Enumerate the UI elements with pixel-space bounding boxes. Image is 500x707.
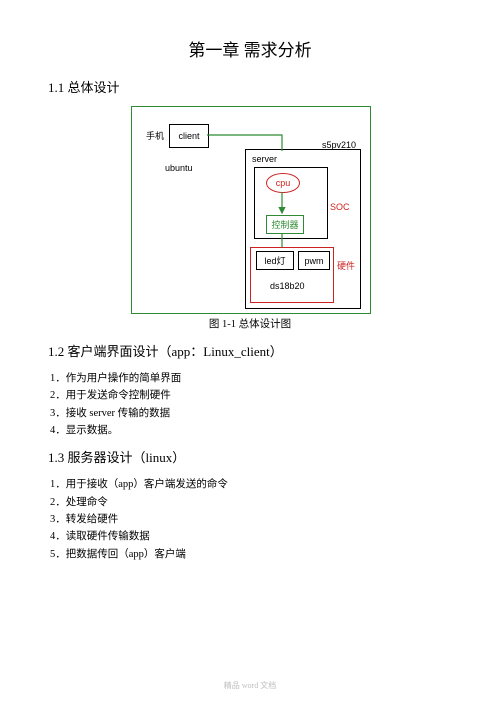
section-3-list: 1．用于接收（app）客户端发送的命令 2．处理命令 3．转发给硬件 4．读取硬… [48, 476, 452, 563]
diagram: 手机 ubuntu s5pv210 SOC 硬件 client server c… [131, 106, 369, 314]
chapter-title: 第一章 需求分析 [48, 36, 452, 61]
footer-watermark: 精品 word 文档 [0, 680, 500, 691]
section-2-list: 1．作为用户操作的简单界面 2．用于发送命令控制硬件 3．接收 server 传… [48, 370, 452, 439]
page: 第一章 需求分析 1.1 总体设计 手机 ubuntu s5pv210 SOC … [0, 0, 500, 707]
list-item: 3．接收 server 传输的数据 [50, 405, 452, 422]
list-item: 2．处理命令 [50, 494, 452, 511]
node-cpu: cpu [266, 173, 300, 193]
diagram-caption: 图 1-1 总体设计图 [48, 316, 452, 331]
list-item: 4．显示数据。 [50, 422, 452, 439]
node-pwm: pwm [298, 251, 330, 270]
label-phone: 手机 [146, 129, 164, 142]
list-item: 1．用于接收（app）客户端发送的命令 [50, 476, 452, 493]
node-led: led灯 [256, 251, 294, 270]
list-item: 3．转发给硬件 [50, 511, 452, 528]
section-3-title: 1.3 服务器设计（linux） [48, 447, 452, 466]
node-ds18b20: ds18b20 [270, 281, 305, 291]
list-item: 1．作为用户操作的简单界面 [50, 370, 452, 387]
node-server: server [250, 152, 297, 166]
label-ubuntu: ubuntu [165, 163, 193, 173]
list-item: 2．用于发送命令控制硬件 [50, 387, 452, 404]
diagram-frame: 手机 ubuntu s5pv210 SOC 硬件 client server c… [131, 106, 371, 314]
node-client: client [169, 124, 209, 148]
list-item: 4．读取硬件传输数据 [50, 528, 452, 545]
list-item: 5．把数据传回（app）客户端 [50, 546, 452, 563]
node-controller: 控制器 [266, 215, 304, 234]
section-1-title: 1.1 总体设计 [48, 77, 452, 96]
section-2-title: 1.2 客户端界面设计（app：Linux_client） [48, 341, 452, 360]
